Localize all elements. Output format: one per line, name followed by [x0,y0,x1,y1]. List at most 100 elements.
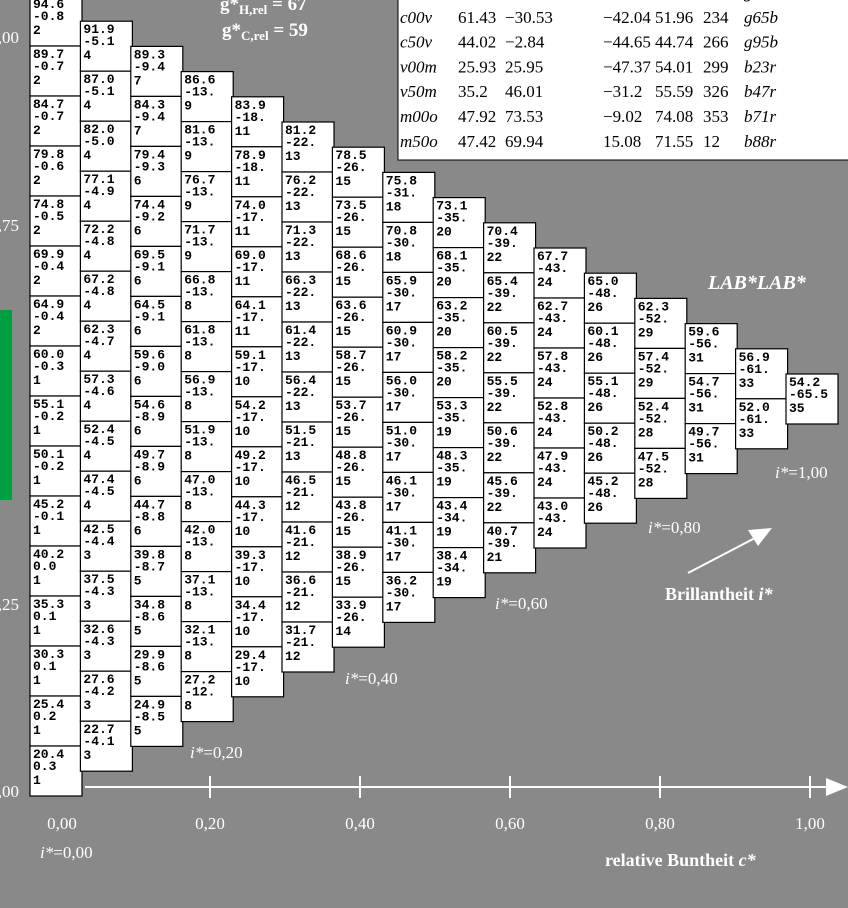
hue: 22 [487,500,503,515]
chroma-a: -4.5 [83,434,114,449]
cell: 39.3-17.10 [231,546,285,598]
hue: 19 [436,525,452,540]
lightness: 47.5 [638,449,669,464]
lightness: 74.8 [33,197,64,212]
hue: 33 [739,426,755,441]
cell: 61.8-13.8 [180,321,234,373]
symbol: g* [222,20,241,41]
cell: 63.2-35.20 [432,297,486,349]
cell: 62.3-4.74 [79,320,134,372]
cell: 56.9-61.33 [734,348,789,400]
table-body: b00v 38.43 −74.92 −33.82 48.86 203 g28b c00v 61.… [400,0,778,151]
symbol: c* [739,850,757,870]
lightness: 94.6 [33,0,64,12]
cell: 47.0-13.8 [180,471,234,523]
table-cell: g65b [744,8,778,27]
chroma-a: -56. [688,437,719,452]
cell-box [331,346,385,398]
chroma-a: -30. [386,535,417,550]
cell: 45.2-48.26 [583,472,638,524]
hue: 28 [638,475,654,490]
cell: 37.1-13.8 [180,570,234,623]
lightness: 63.2 [436,299,467,314]
chroma-a: -35. [436,411,467,426]
cell-box [29,395,83,447]
lightness: 30.3 [33,647,64,662]
chroma-a: -8.7 [134,559,165,574]
cell-box [231,146,285,198]
cell: 53.7-26.15 [331,396,385,448]
hue: 6 [134,523,142,538]
hue: 2 [33,273,41,288]
cell: 65.4-39.22 [483,272,537,324]
chroma-a: -0.2 [33,459,64,474]
cell: 32.1-13.8 [180,620,234,673]
chroma-a: -4.3 [83,634,114,649]
cell: 63.6-26.15 [331,296,385,348]
cell: 89.3-9.47 [130,45,184,98]
cell: 56.9-13.8 [180,371,234,423]
chroma-a: -8.8 [134,509,165,524]
chroma-a: -13. [184,135,215,150]
lightness: 62.3 [638,299,669,314]
lightness: 64.9 [33,297,64,312]
table-cell: 266 [703,33,729,52]
table-cell: 353 [703,107,729,126]
hue: 22 [487,350,503,365]
cell: 83.9-18.11 [231,96,285,148]
chroma-a: -13. [184,335,215,350]
hue: 1 [33,473,41,488]
cell: 45.2-0.11 [29,495,83,547]
cell-box [281,421,335,473]
cell: 77.1-4.94 [79,170,134,222]
hue: 5 [134,673,142,688]
lightness: 59.6 [134,347,165,362]
chroma-a: -52. [638,311,669,326]
lightness: 78.5 [335,148,366,163]
lightness: 38.9 [335,548,366,563]
lightness: 47.9 [537,449,568,464]
brilliance-axis: Brillantheit i* [665,584,774,604]
chroma-a: -30. [386,485,417,500]
hue: 29 [638,375,654,390]
chroma-a: -21. [285,585,316,600]
lightness: 60.1 [587,324,618,339]
chroma-a: -9.1 [134,259,165,274]
lightness: 22.7 [83,722,114,737]
cell: 41.1-30.17 [382,521,436,574]
chroma-a: -26. [335,260,366,275]
cell: 40.20.01 [29,545,83,597]
cell-box [432,497,486,549]
chroma-a: -30. [386,435,417,450]
chroma-a: -34. [436,561,467,576]
chroma-a: -9.4 [134,59,165,74]
table-cell: 71.55 [655,132,693,151]
table-cell: 25.95 [505,57,543,76]
hue: 2 [33,223,41,238]
chroma-a: -21. [285,485,316,500]
hue: 9 [184,99,192,114]
lab-label: LAB*LAB* [707,272,807,294]
brilliance-label: i*=0,00 [40,843,93,862]
cell: 59.1-17.10 [231,346,285,398]
chroma-a: -26. [335,210,366,225]
color-bar [0,310,12,500]
cell: 51.5-21.13 [281,421,335,473]
cell: 35.30.11 [29,595,83,647]
cell-box [432,347,486,399]
chroma-a: -34. [436,511,467,526]
cell-box [231,296,285,348]
chroma-a: 0.3 [33,759,57,774]
cell: 67.7-43.24 [533,247,587,299]
value: =0,40 [358,669,397,688]
hue: 1 [33,723,41,738]
hue: 8 [184,599,192,614]
hue: 15 [335,324,351,339]
hue: 17 [386,449,402,464]
cell-box [29,295,83,347]
cell-box [583,272,638,324]
cell: 68.1-35.20 [432,247,486,299]
table-cell: 12 [703,132,720,151]
lightness: 61.8 [184,323,215,338]
chroma-a: -48. [587,336,618,351]
